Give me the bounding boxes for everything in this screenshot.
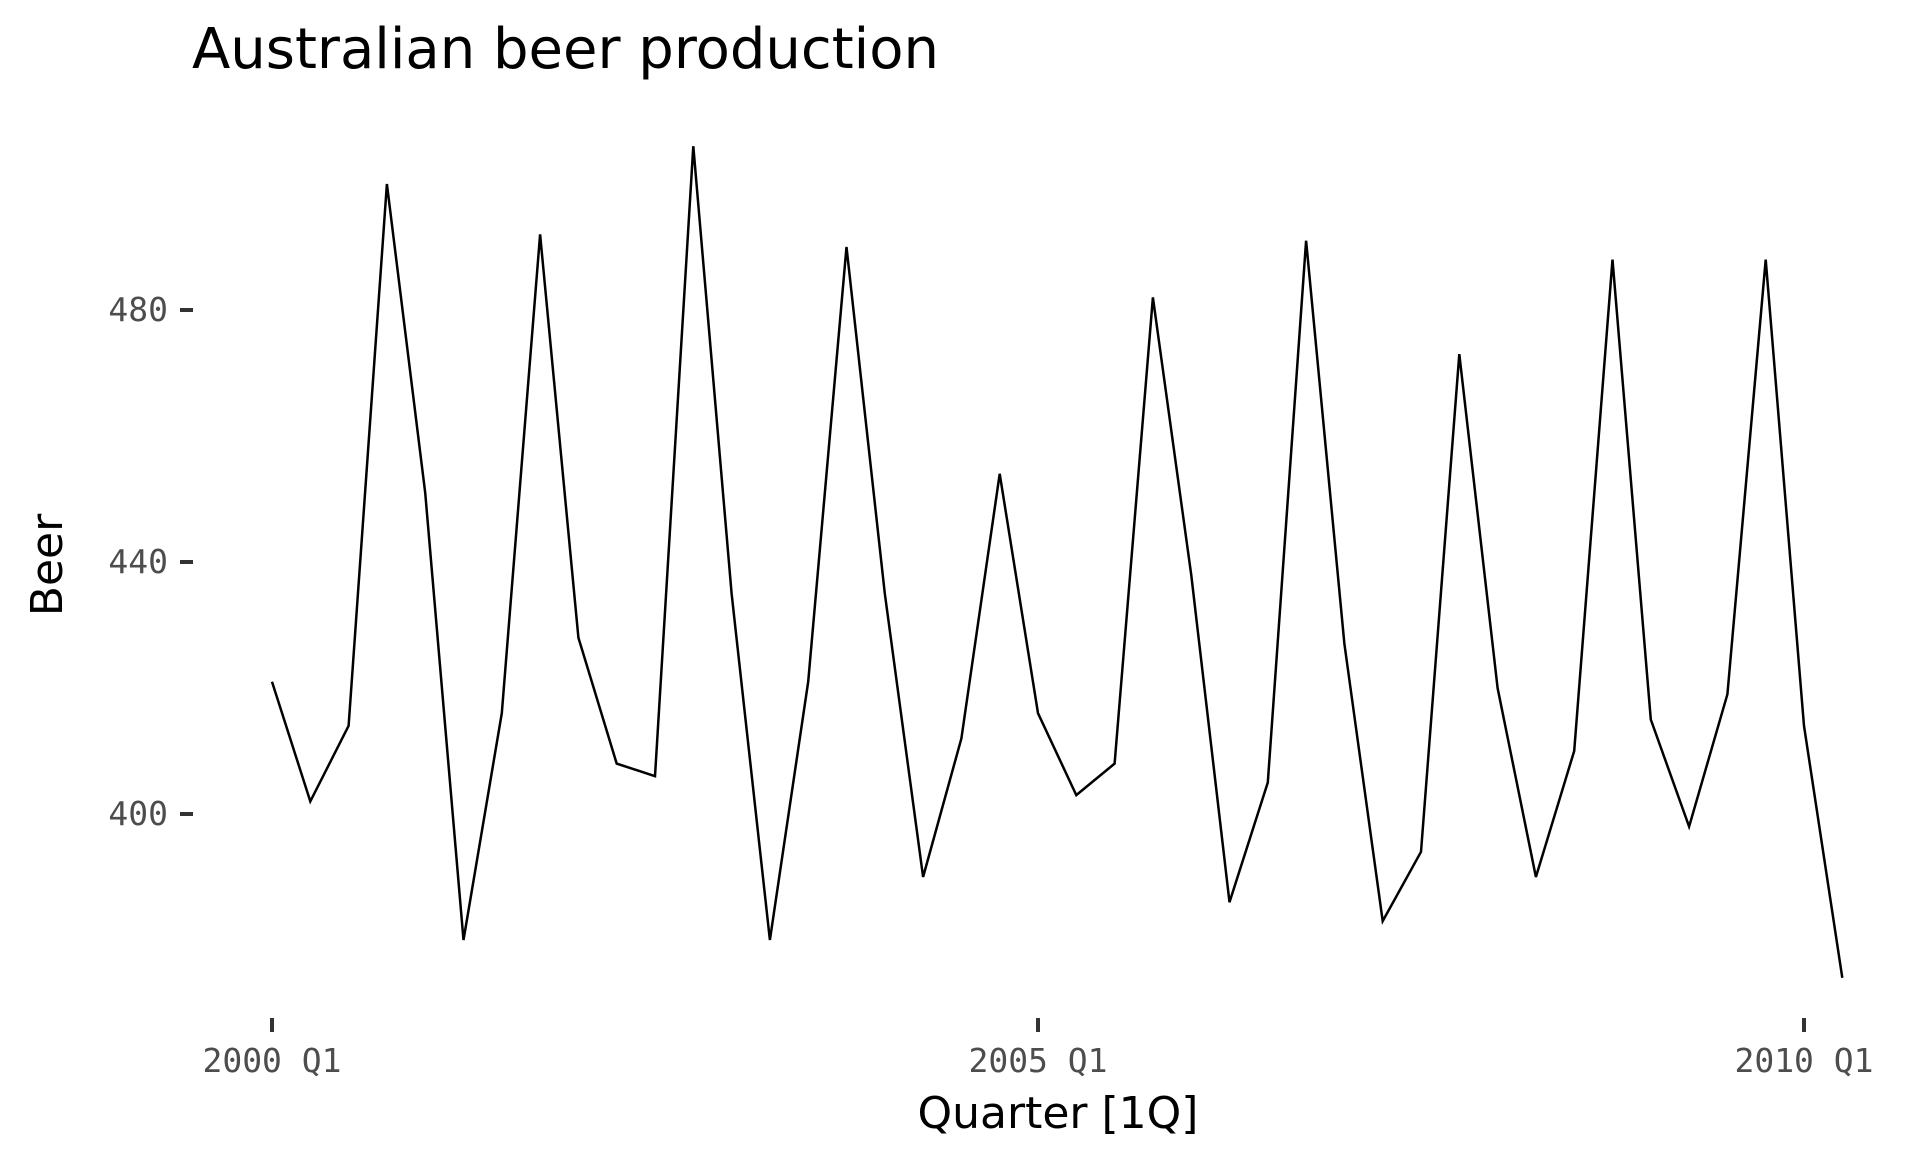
series-line-beer: [270, 146, 1844, 978]
y-tick-label-400: 400: [108, 794, 168, 833]
y-tick-label-440: 440: [108, 542, 168, 581]
chart-title: Australian beer production: [192, 17, 939, 82]
y-axis: 400 440 480: [108, 290, 193, 833]
x-axis: 2000 Q1 2005 Q1 2010 Q1: [202, 1018, 1874, 1080]
x-axis-title: Quarter [1Q]: [918, 1088, 1199, 1139]
x-tick-label-2010-q1: 2010 Q1: [1734, 1041, 1873, 1080]
y-axis-title: Beer: [22, 513, 73, 616]
x-tick-label-2005-q1: 2005 Q1: [968, 1041, 1107, 1080]
x-tick-label-2000-q1: 2000 Q1: [202, 1041, 341, 1080]
y-tick-label-480: 480: [108, 290, 168, 329]
plot-area: [270, 146, 1844, 978]
